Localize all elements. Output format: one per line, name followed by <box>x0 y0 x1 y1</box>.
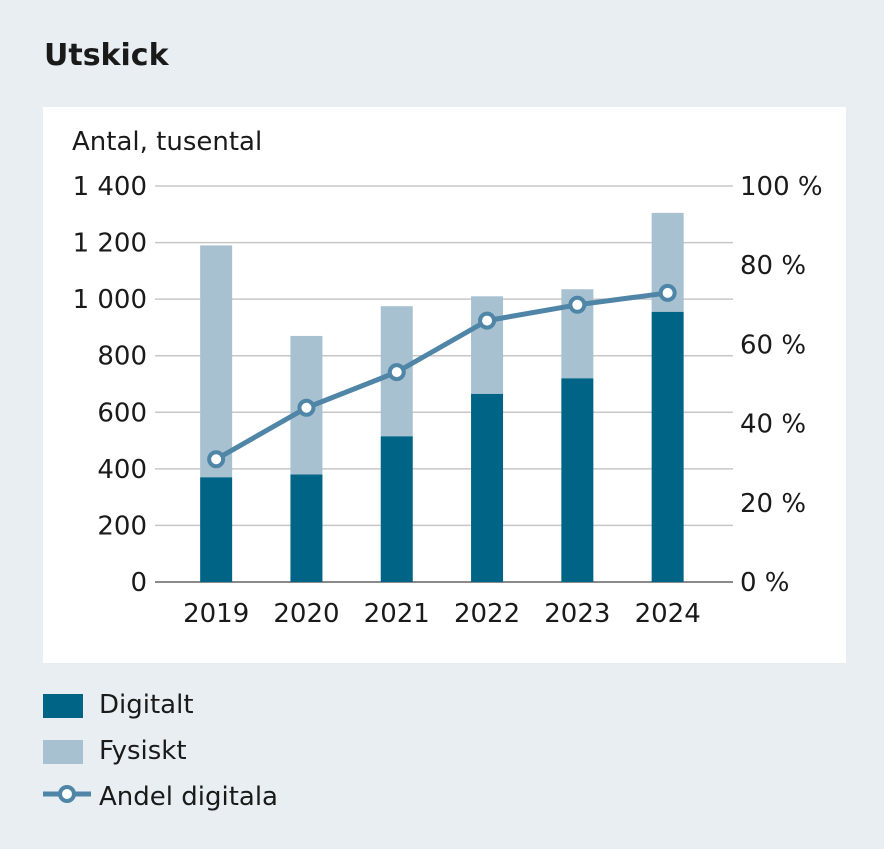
chart-panel: Antal, tusental 0 200 400 600 800 1 000 1 200 1 … <box>43 107 846 663</box>
stacked-bar-line-chart: Antal, tusental 0 200 400 600 800 1 000 1 200 1 … <box>72 127 823 629</box>
legend-label-physical: Fysiskt <box>99 736 187 766</box>
bar-physical <box>471 296 504 394</box>
bar-digital <box>290 474 323 582</box>
y2-tick-label: 80 % <box>740 251 806 281</box>
share-point <box>207 450 226 469</box>
legend-swatch-digital <box>43 694 83 718</box>
y-axis-label: Antal, tusental <box>72 127 262 157</box>
y2-tick-label: 60 % <box>740 330 806 360</box>
bar-digital <box>561 378 594 582</box>
bar-digital <box>200 477 233 582</box>
share-point <box>568 295 587 314</box>
y-tick-label: 1 400 <box>73 172 147 202</box>
y-tick-label: 1 000 <box>73 285 147 315</box>
y-tick-label: 800 <box>97 342 147 372</box>
y-tick-label: 0 <box>130 568 147 598</box>
y-tick-label: 200 <box>97 511 147 541</box>
legend-swatch-physical <box>43 740 83 764</box>
y-tick-label: 400 <box>97 455 147 485</box>
legend-label-digital: Digitalt <box>99 690 194 720</box>
y-tick-label: 600 <box>97 398 147 428</box>
bar-physical <box>200 245 233 478</box>
y2-tick-label: 100 % <box>740 172 823 202</box>
y2-tick-label: 40 % <box>740 410 806 440</box>
chart-title: Utskick <box>44 38 169 73</box>
x-tick-label: 2019 <box>183 599 249 629</box>
x-tick-label: 2024 <box>635 599 701 629</box>
x-tick-label: 2023 <box>544 599 610 629</box>
share-point <box>478 311 497 330</box>
bar-digital <box>380 436 413 582</box>
x-tick-label: 2020 <box>273 599 339 629</box>
y2-tick-label: 20 % <box>740 489 806 519</box>
share-point <box>387 363 406 382</box>
bar-digital <box>651 311 684 582</box>
bar-digital <box>471 393 504 582</box>
y2-tick-label: 0 % <box>740 568 790 598</box>
legend-line-marker-icon <box>43 785 91 803</box>
share-point <box>658 283 677 302</box>
y-tick-label: 1 200 <box>73 229 147 259</box>
x-tick-label: 2022 <box>454 599 520 629</box>
share-point <box>297 398 316 417</box>
legend-label-share: Andel digitala <box>99 782 278 812</box>
share-line <box>214 290 668 462</box>
x-tick-label: 2021 <box>364 599 430 629</box>
